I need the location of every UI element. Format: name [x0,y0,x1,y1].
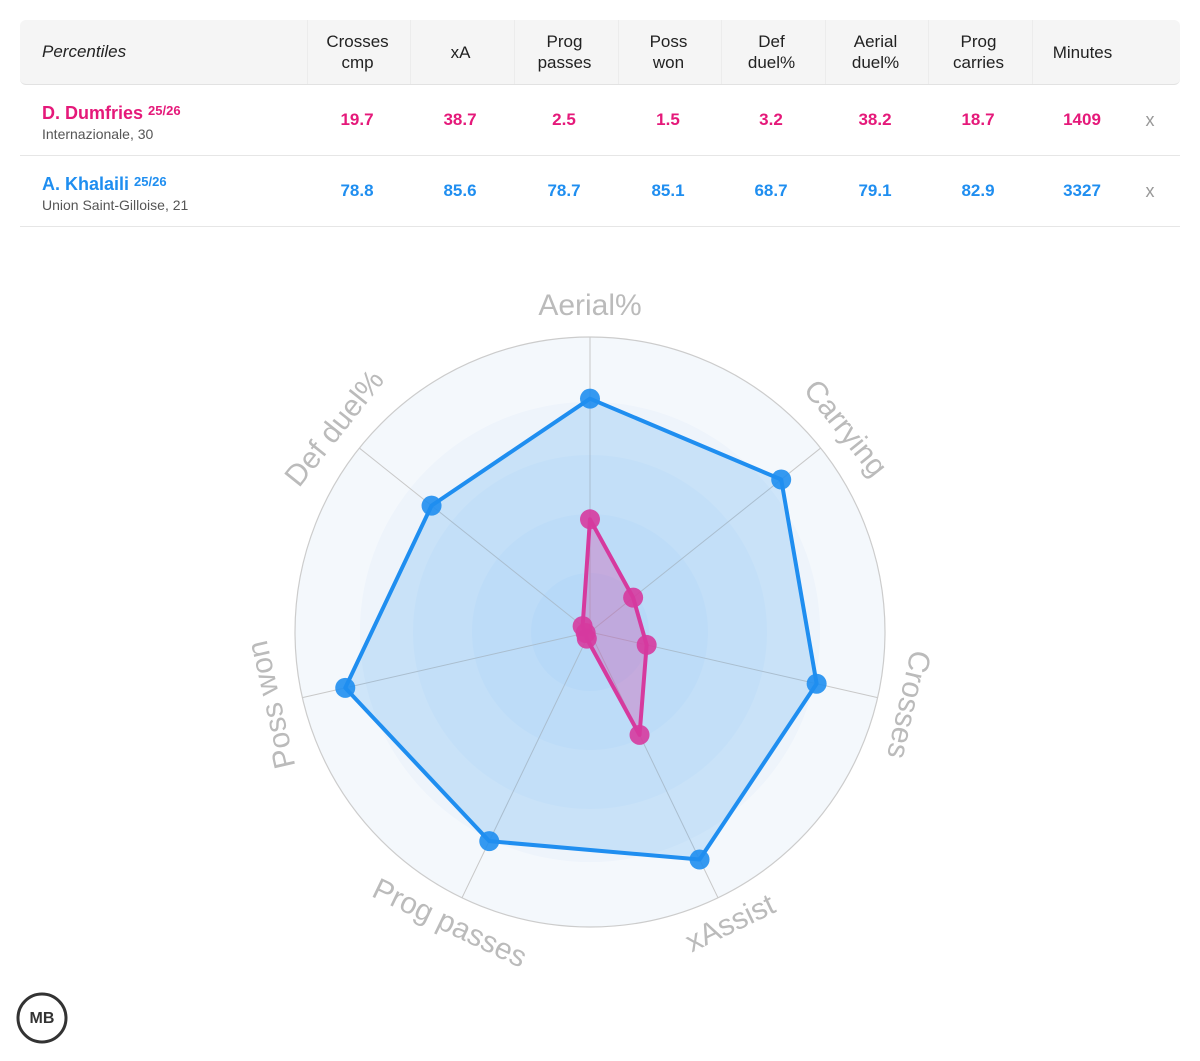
stat-value: 85.6 [443,181,477,200]
club: Internazionale, 30 [42,126,154,142]
season: 25/26 [148,103,181,118]
stat-value: 1409 [1063,110,1101,129]
stat-value: 19.7 [340,110,374,129]
radar-point [806,673,827,694]
table-body: D. Dumfries 25/26 Internazionale, 30 19.7 3… [20,85,1180,227]
stat-value: 79.1 [858,181,892,200]
remove-button[interactable]: x [1145,109,1155,130]
season: 25/26 [134,174,167,189]
radar-spoke [461,631,591,899]
comparison-table: Percentiles Crosses cmp xA Prog passes Poss … [20,20,1180,227]
logo [16,992,68,1044]
remove-button[interactable]: x [1145,180,1155,201]
stat-value: 78.8 [340,181,374,200]
radar-point [629,724,650,745]
name: A. Khalaili [42,174,130,194]
radar-point [623,587,644,608]
axis-label: Poss won [241,638,302,772]
stat-value: 3.2 [759,110,783,129]
stat-value: 2.5 [552,110,576,129]
table-header: Percentiles Crosses cmp xA Prog passes Poss … [20,20,1180,85]
column-header: Crosses cmp [307,20,407,84]
radar-point [421,495,442,516]
column-header: Prog passes [514,20,614,84]
stat-value: 38.2 [858,110,892,129]
player-name: A. Khalaili 25/26 [42,174,167,195]
player-row: D. Dumfries 25/26 Internazionale, 30 19.7 3… [20,85,1180,156]
column-header: Prog carries [928,20,1028,84]
radar-point [689,849,710,870]
stat-value: 1.5 [656,110,680,129]
stat-value: 18.7 [961,110,995,129]
axis-label: Crosses [880,647,937,762]
radar-point [580,509,600,530]
stat-value: 82.9 [961,181,995,200]
column-header: Def duel% [721,20,821,84]
logo-text: MB [30,1010,55,1027]
radar-point [636,634,657,655]
radar-point [572,616,593,637]
column-header: xA [410,20,510,84]
header-label: Percentiles [42,42,127,61]
stat-value: 3327 [1063,181,1101,200]
radar-point [580,388,600,409]
axis-label: Aerial% [538,289,641,322]
player-name: D. Dumfries 25/26 [42,103,181,124]
radar-point [335,677,356,698]
radar-point [479,831,500,852]
club: Union Saint-Gilloise, 21 [42,197,189,213]
column-header: Poss won [618,20,718,84]
column-header: Aerial duel% [825,20,925,84]
stat-value: 68.7 [754,181,788,200]
player-row: A. Khalaili 25/26 Union Saint-Gilloise, 2… [20,156,1180,227]
radar-point [771,469,792,490]
radar-spoke [359,447,591,633]
stat-value: 78.7 [547,181,581,200]
column-header: Minutes [1032,20,1132,84]
stat-value: 38.7 [443,110,477,129]
stat-value: 85.1 [651,181,685,200]
name: D. Dumfries [42,103,144,123]
